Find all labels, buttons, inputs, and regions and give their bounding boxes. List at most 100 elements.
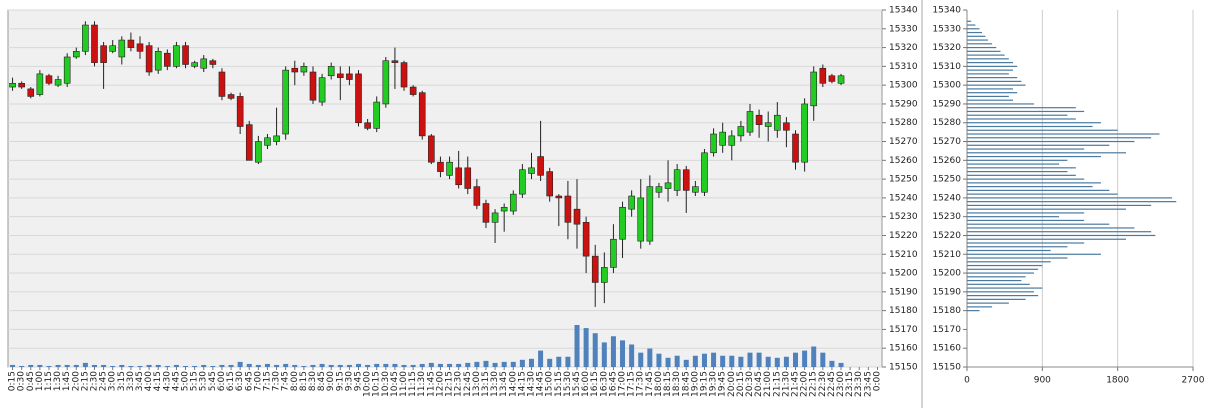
candle-body [764,122,772,127]
y-tick-label: 15150 [889,363,918,373]
volume-bar [10,364,16,367]
x-tick-label: 11:45 [426,371,436,397]
x-tick-label: 15:15 [554,371,564,397]
volume-bar [620,340,626,367]
volume-bar [711,352,717,367]
volume-bar [310,364,316,367]
x-tick-label: 21:45 [791,371,801,397]
candle-body [218,71,226,97]
profile-bar [967,310,980,312]
y-tick-label: 15190 [889,287,918,297]
candle-body [637,197,645,242]
profile-bar [967,99,1014,101]
candle-body [36,73,44,95]
volume-bar [610,336,616,367]
volume-bar [374,363,380,367]
candle-body [209,60,217,65]
profile-bar [967,272,1034,274]
candle-body [154,51,162,71]
x-tick-label: 21:00 [763,371,773,397]
candle-body [564,195,572,223]
candle-body [610,238,617,268]
x-tick-label: 0 [964,376,970,386]
candle-body [528,167,535,174]
volume-bar [811,346,817,367]
volume-bar [601,342,607,367]
volume-bar [692,355,698,367]
volume-bar [274,364,280,367]
profile-bar [967,291,1034,293]
profile-bar [967,88,1014,90]
x-tick-label: 18:30 [672,371,682,397]
candle-body [619,206,626,240]
x-tick-label: 3:00 [108,371,118,391]
volume-bar [64,364,70,367]
x-tick-label: 13:30 [490,371,500,397]
profile-bar [967,189,1110,191]
candle-body [373,101,381,129]
y-tick-label: 15290 [932,99,961,109]
x-tick-label: 11:00 [399,371,409,397]
profile-bar [967,110,1085,113]
profile-bar [967,167,1076,169]
volume-bar [55,364,61,367]
y-tick-label: 15190 [932,287,961,297]
volume-bar [146,364,152,367]
y-tick-label: 15280 [932,118,961,128]
volume-bar [337,364,343,367]
profile-bar [967,216,1060,218]
candle-body [100,45,107,63]
volume-bar [28,364,34,367]
x-tick-label: 5:15 [190,371,200,391]
volume-bar [474,361,480,367]
volume-bar [838,362,844,367]
volume-bar [46,365,52,367]
x-tick-label: 1800 [1106,376,1129,386]
x-tick-label: 17:00 [618,371,628,397]
volume-bar [629,344,635,367]
candle-body [45,75,53,84]
volume-bar [301,365,307,367]
x-tick-label: 23:00 [836,371,846,397]
y-tick-label: 15320 [889,43,918,53]
candle-body [746,111,754,133]
x-tick-label: 2:30 [89,371,99,391]
x-tick-label: 4:45 [171,371,181,391]
candle-body [546,171,553,197]
x-tick-label: 14:30 [526,371,536,397]
profile-bar [967,20,972,22]
profile-bar [967,28,980,30]
x-tick-label: 22:15 [809,371,819,397]
volume-bar [428,362,434,367]
profile-bar [967,35,986,37]
y-tick-label: 15260 [889,156,918,166]
x-tick-label: 20:30 [745,371,755,397]
profile-bar [967,129,1118,131]
candle-body [837,75,845,84]
x-tick-label: 22:45 [827,371,837,397]
x-tick-label: 20:15 [736,371,746,397]
y-tick-label: 15300 [932,81,961,91]
volume-bar [820,352,826,367]
volume-bar [192,365,198,367]
volume-bar [674,355,680,367]
y-tick-label: 15340 [889,6,918,16]
y-tick-label: 15210 [932,250,961,260]
volume-bar [756,352,762,367]
profile-bar [967,155,1101,158]
profile-bar [967,107,1076,109]
volume-bar [173,364,179,367]
x-tick-label: 7:15 [262,371,272,391]
profile-bar [967,31,983,34]
volume-bar [228,364,234,367]
candle-body [400,62,408,88]
profile-bar [967,73,1009,75]
candle-body [673,169,681,191]
candle-body [437,161,444,172]
profile-bar [967,306,993,308]
candle-body [418,92,426,137]
x-tick-label: 10:45 [390,371,400,397]
candle-body [182,45,189,65]
x-tick-label: 13:00 [472,371,482,397]
volume-bar [765,356,771,367]
